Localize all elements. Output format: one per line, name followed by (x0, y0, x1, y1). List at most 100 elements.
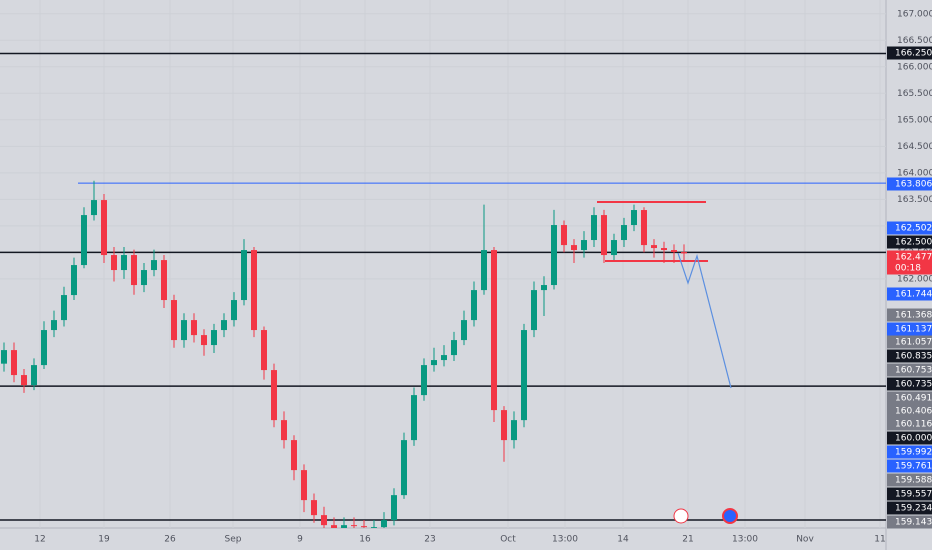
candle-body (441, 355, 447, 361)
price-badge-label: 160.735 (895, 380, 932, 390)
price-badge-bg (887, 250, 932, 264)
price-badge-bg (887, 515, 932, 529)
candle-body (471, 290, 477, 321)
candle-body (531, 290, 537, 331)
x-tick-label: 21 (682, 535, 693, 545)
candle-body (591, 215, 597, 241)
candle-body (221, 320, 227, 331)
candle-body (291, 440, 297, 471)
candle-body (91, 200, 97, 216)
candle-body (131, 255, 137, 286)
candle-body (101, 200, 107, 256)
price-badge-label: 159.143 (895, 518, 932, 528)
candle-body (251, 250, 257, 331)
price-badge-label: 161.744 (895, 290, 932, 300)
price-badge: 00:18 (887, 261, 932, 275)
price-badge-label: 161.057 (895, 338, 932, 348)
y-tick-label: 166.500 (897, 36, 932, 46)
price-badge-bg (887, 221, 932, 235)
candle-body (331, 525, 337, 528)
price-badge-bg (887, 322, 932, 336)
candle-body (261, 330, 267, 371)
price-badge-label: 160.116 (895, 420, 932, 430)
x-tick-label: 12 (34, 535, 45, 545)
candle-body (651, 245, 657, 249)
price-badge-bg (887, 391, 932, 405)
candle-body (301, 470, 307, 501)
price-badge-label: 159.234 (895, 504, 932, 514)
price-badge: 163.806 (887, 177, 932, 191)
price-badge: 161.057 (887, 335, 932, 349)
price-badge: 160.406 (887, 404, 932, 418)
price-badge: 161.137 (887, 322, 932, 336)
price-badge: 160.835 (887, 349, 932, 363)
x-tick-label: 23 (424, 535, 435, 545)
price-badge: 166.250 (887, 46, 932, 60)
candle-body (121, 255, 127, 271)
price-badge-bg (887, 235, 932, 249)
candle-body (81, 215, 87, 266)
price-badge-label: 160.753 (895, 366, 932, 376)
price-badge: 162.502 (887, 221, 932, 235)
price-badge-bg (887, 177, 932, 191)
candle-body (681, 252, 687, 254)
price-badge-label: 161.368 (895, 311, 932, 321)
candle-body (411, 395, 417, 441)
price-badge: 159.143 (887, 515, 932, 529)
price-badge: 160.000 (887, 431, 932, 445)
x-tick-label: 9 (297, 535, 303, 545)
y-tick-label: 163.500 (897, 195, 932, 205)
candle-body (1, 350, 7, 364)
price-badge: 159.992 (887, 445, 932, 459)
price-badge-label: 160.835 (895, 352, 932, 362)
price-badge-label: 162.477 (895, 253, 932, 263)
candle-body (151, 260, 157, 271)
price-badge-bg (887, 46, 932, 60)
candle-body (661, 248, 667, 251)
candle-body (191, 320, 197, 336)
price-badge-bg (887, 473, 932, 487)
y-tick-label: 166.000 (897, 62, 932, 72)
price-badge-label: 160.491 (895, 394, 932, 404)
candle-body (181, 320, 187, 341)
price-badge: 160.753 (887, 363, 932, 377)
price-badge-bg (887, 459, 932, 473)
candle-body (561, 225, 567, 246)
drawings (597, 201, 738, 524)
axes: 162.000162.500163.000163.500164.000164.5… (34, 9, 932, 545)
candle-body (71, 265, 77, 296)
price-badge-bg (887, 501, 932, 515)
candle-body (631, 210, 637, 226)
price-badge-bg (887, 377, 932, 391)
price-badge: 160.735 (887, 377, 932, 391)
price-badge-bg (887, 431, 932, 445)
candle-body (271, 370, 277, 421)
price-badge-label: 160.000 (895, 434, 932, 444)
event-icon[interactable] (722, 508, 738, 524)
price-badge-label: 159.588 (895, 476, 932, 486)
price-badge-label: 159.992 (895, 448, 932, 458)
candle-body (31, 365, 37, 386)
price-badge-label: 159.761 (895, 462, 932, 472)
candle-body (431, 360, 437, 366)
price-badge-label: 00:18 (895, 264, 921, 274)
candle-body (381, 520, 387, 528)
y-tick-label: 165.000 (897, 115, 932, 125)
candle-body (541, 285, 547, 291)
candle-body (41, 330, 47, 366)
price-badge: 159.234 (887, 501, 932, 515)
projection-path (677, 252, 732, 389)
price-badge: 159.557 (887, 487, 932, 501)
candle-body (21, 375, 27, 386)
grid (0, 0, 886, 528)
x-tick-label: 26 (164, 535, 176, 545)
price-badge: 160.491 (887, 391, 932, 405)
candle-body (571, 245, 577, 251)
y-tick-label: 165.500 (897, 89, 932, 99)
x-tick-label: Oct (500, 535, 516, 545)
event-icon[interactable] (673, 508, 689, 524)
candles (1, 180, 687, 528)
price-badge: 161.368 (887, 308, 932, 322)
candle-body (391, 495, 397, 521)
